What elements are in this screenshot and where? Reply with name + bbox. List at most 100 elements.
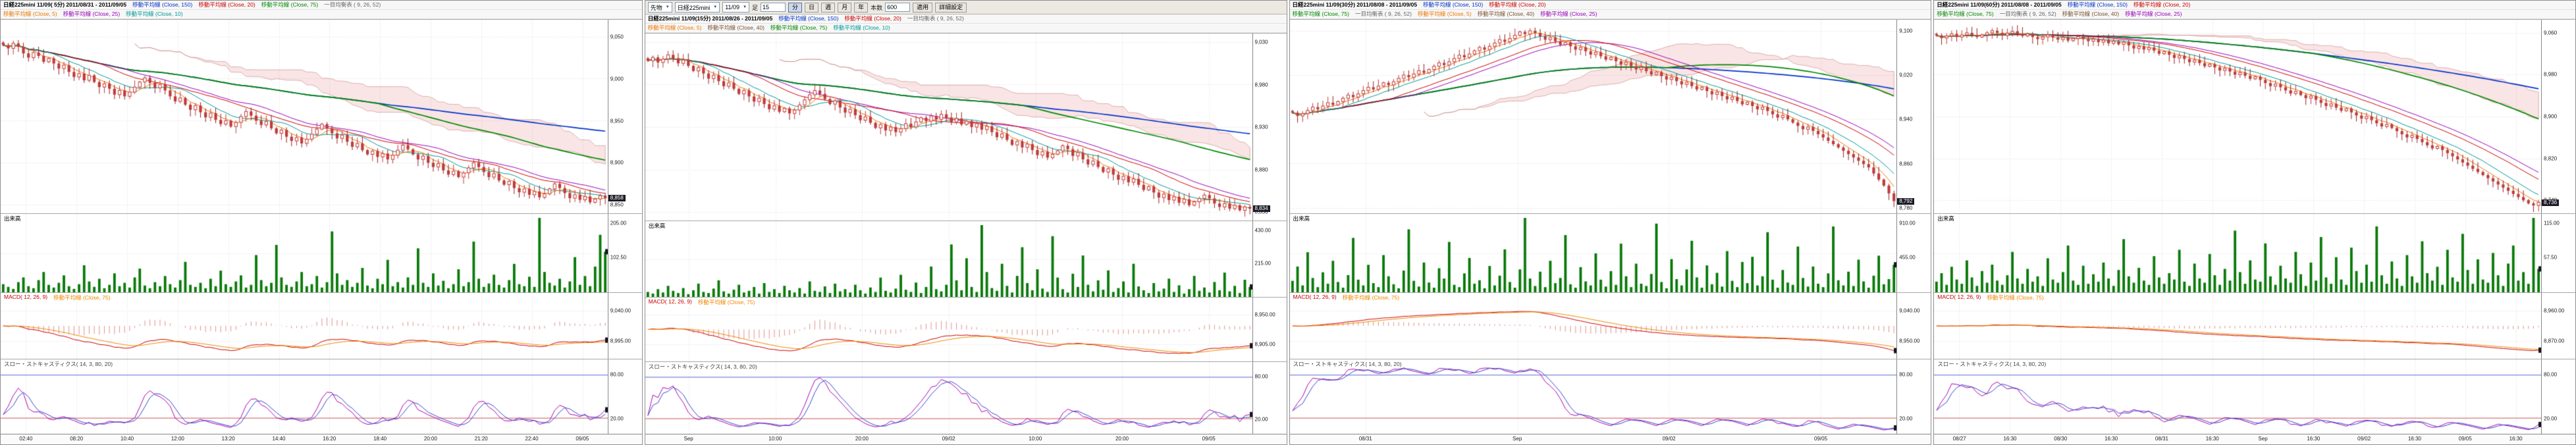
- chart-title: 日経225mini 11/09( 5分) 2011/08/31 - 2011/0…: [3, 1, 127, 8]
- toolbar-button[interactable]: 月: [838, 2, 852, 13]
- macd-label-item: 移動平均線 (Close, 75): [1987, 294, 2044, 301]
- toolbar-button[interactable]: 詳細設定: [935, 2, 967, 13]
- time-label: 18:40: [373, 436, 387, 442]
- price-chart-canvas[interactable]: [1, 20, 608, 214]
- time-label: 09/02: [2357, 436, 2371, 442]
- stoch-label-item: スロー・ストキャスティクス( 14, 3, 80, 20): [1937, 361, 2047, 368]
- price-axis: 9,050 9,000 8,950 8,900 8,850 8,858: [607, 20, 642, 214]
- price-chart-canvas[interactable]: [1289, 20, 1897, 214]
- legend-item: 移動平均線 (Close, 25): [63, 11, 121, 17]
- vol-axis-label: 910.00: [1899, 220, 1916, 226]
- legend-item: 移動平均線 (Close, 75): [770, 24, 828, 31]
- chart-toolbar: 先物▼日経225mini▼11/09▼足分日週月年本数適用詳細設定: [645, 1, 1287, 14]
- vol-chart-canvas[interactable]: [645, 221, 1252, 298]
- vol-chart-canvas[interactable]: [1934, 214, 2541, 293]
- macd-axis: 9,040.00 8,995.00: [607, 293, 642, 359]
- macd-pane: MACD( 12, 26, 9) 移動平均線 (Close, 75) 9,040.0…: [1289, 292, 1931, 359]
- stoch-label-item: スロー・ストキャスティクス( 14, 3, 80, 20): [1293, 361, 1402, 368]
- stoch-chart-canvas[interactable]: [1, 359, 608, 434]
- macd-chart-canvas[interactable]: [1, 293, 608, 359]
- vol-axis-label: 430.00: [1254, 227, 1271, 234]
- time-label: 09/05: [1202, 436, 1216, 442]
- toolbar-button[interactable]: 年: [854, 2, 869, 13]
- stoch-pane-label: スロー・ストキャスティクス( 14, 3, 80, 20): [3, 360, 115, 369]
- stoch-axis-label: 80.00: [2544, 371, 2558, 378]
- legend-item: 移動平均線 (Close, 20): [2133, 1, 2191, 8]
- stoch-axis: 80.00 20.00: [2541, 359, 2575, 434]
- current-price-badge: 8,792: [1897, 197, 1915, 205]
- time-label: Sep: [684, 436, 693, 442]
- macd-axis: 9,040.00 8,950.00: [1896, 293, 1931, 359]
- price-axis-label: 8,930: [1254, 124, 1268, 130]
- stoch-chart-canvas[interactable]: [1934, 359, 2541, 434]
- time-label: 20:00: [1115, 436, 1129, 442]
- macd-pane: MACD( 12, 26, 9) 移動平均線 (Close, 75) 8,950.0…: [645, 297, 1287, 362]
- vol-axis: 205.00 102.50: [607, 214, 642, 293]
- toolbar-label: 本数: [871, 4, 883, 11]
- legend-item: 移動平均線 (Close, 40): [1477, 11, 1535, 17]
- price-axis-label: 8,950: [610, 118, 624, 124]
- toolbar-input[interactable]: [761, 3, 786, 12]
- price-axis-label: 8,980: [2544, 71, 2558, 78]
- vol-plot: 出来高: [1934, 214, 2541, 293]
- current-price-badge: 8,834: [1252, 205, 1270, 213]
- legend-item: 移動平均線 (Close, 10): [126, 11, 183, 17]
- stoch-label-item: スロー・ストキャスティクス( 14, 3, 80, 20): [4, 361, 113, 368]
- toolbar-select-value: 日経225mini: [677, 4, 711, 11]
- price-axis: 9,100 9,020 8,940 8,860 8,780 8,792: [1896, 20, 1931, 214]
- vol-pane-label: 出来高: [1936, 215, 1956, 223]
- time-label: Sep: [1513, 436, 1522, 442]
- toolbar-select[interactable]: 11/09 ▼: [722, 2, 750, 13]
- vol-plot: 出来高: [1289, 214, 1897, 293]
- legend-item: 移動平均線 (Close, 5): [647, 24, 702, 31]
- legend-row: 日経225mini 11/09(30分) 2011/08/08 - 2011/0…: [1289, 1, 1931, 10]
- stoch-chart-canvas[interactable]: [645, 362, 1252, 434]
- macd-chart-canvas[interactable]: [1289, 293, 1897, 359]
- price-chart-canvas[interactable]: [1934, 20, 2541, 214]
- stoch-pane-label: スロー・ストキャスティクス( 14, 3, 80, 20): [1936, 360, 2048, 369]
- current-price-badge: 8,736: [2542, 199, 2560, 206]
- time-label: 16:30: [2509, 436, 2523, 442]
- vol-chart-canvas[interactable]: [1, 214, 608, 293]
- toolbar-button[interactable]: 週: [821, 2, 836, 13]
- price-chart-canvas[interactable]: [645, 34, 1252, 221]
- toolbar-select[interactable]: 日経225mini ▼: [674, 2, 720, 13]
- macd-label-item: 移動平均線 (Close, 75): [53, 294, 111, 301]
- chevron-down-icon: ▼: [713, 5, 718, 9]
- stoch-pane: スロー・ストキャスティクス( 14, 3, 80, 20) 80.00 20.00: [1, 359, 642, 434]
- macd-chart-canvas[interactable]: [645, 298, 1252, 362]
- chart-panel-3: 日経225mini 11/09(30分) 2011/08/08 - 2011/0…: [1289, 0, 1932, 445]
- macd-pane-label: MACD( 12, 26, 9) 移動平均線 (Close, 75): [647, 298, 757, 307]
- legend-item: 移動平均線 (Close, 40): [2062, 11, 2120, 17]
- legend-item: 移動平均線 (Close, 5): [1417, 11, 1472, 17]
- macd-label-item: MACD( 12, 26, 9): [1293, 294, 1337, 301]
- price-axis-label: 8,900: [2544, 113, 2558, 120]
- legend-item: 移動平均線 (Close, 150): [778, 15, 839, 22]
- vol-label-item: 出来高: [1293, 215, 1310, 222]
- legend-row: 移動平均線 (Close, 75) 一目均衡表 ( 9, 26, 52) 移動平均線…: [1934, 10, 2575, 19]
- toolbar-input[interactable]: [885, 3, 911, 12]
- toolbar-button[interactable]: 日: [805, 2, 819, 13]
- macd-axis-label: 9,040.00: [1899, 307, 1920, 314]
- price-pane: 9,100 9,020 8,940 8,860 8,780 8,792: [1289, 19, 1931, 214]
- time-label: 08:20: [70, 436, 84, 442]
- price-axis-label: 9,020: [1899, 72, 1913, 78]
- stoch-label-item: スロー・ストキャスティクス( 14, 3, 80, 20): [648, 363, 757, 371]
- macd-pane: MACD( 12, 26, 9) 移動平均線 (Close, 75) 8,960.0…: [1934, 292, 2575, 359]
- price-axis-label: 8,900: [610, 159, 624, 166]
- toolbar-button[interactable]: 適用: [913, 2, 933, 13]
- macd-axis-label: 8,995.00: [610, 338, 631, 344]
- vol-axis: 115.00 57.50: [2541, 214, 2575, 293]
- macd-chart-canvas[interactable]: [1934, 293, 2541, 359]
- toolbar-button[interactable]: 分: [788, 2, 803, 13]
- price-axis-label: 8,850: [610, 201, 624, 208]
- toolbar-select[interactable]: 先物 ▼: [647, 2, 672, 13]
- stoch-plot: スロー・ストキャスティクス( 14, 3, 80, 20): [645, 362, 1252, 434]
- chart-panel-2: 先物▼日経225mini▼11/09▼足分日週月年本数適用詳細設定日経225mi…: [644, 0, 1287, 445]
- time-label: 20:00: [855, 436, 869, 442]
- macd-axis: 8,950.00 8,905.00: [1252, 298, 1287, 362]
- vol-pane-label: 出来高: [1291, 215, 1312, 223]
- vol-chart-canvas[interactable]: [1289, 214, 1897, 293]
- stoch-chart-canvas[interactable]: [1289, 359, 1897, 434]
